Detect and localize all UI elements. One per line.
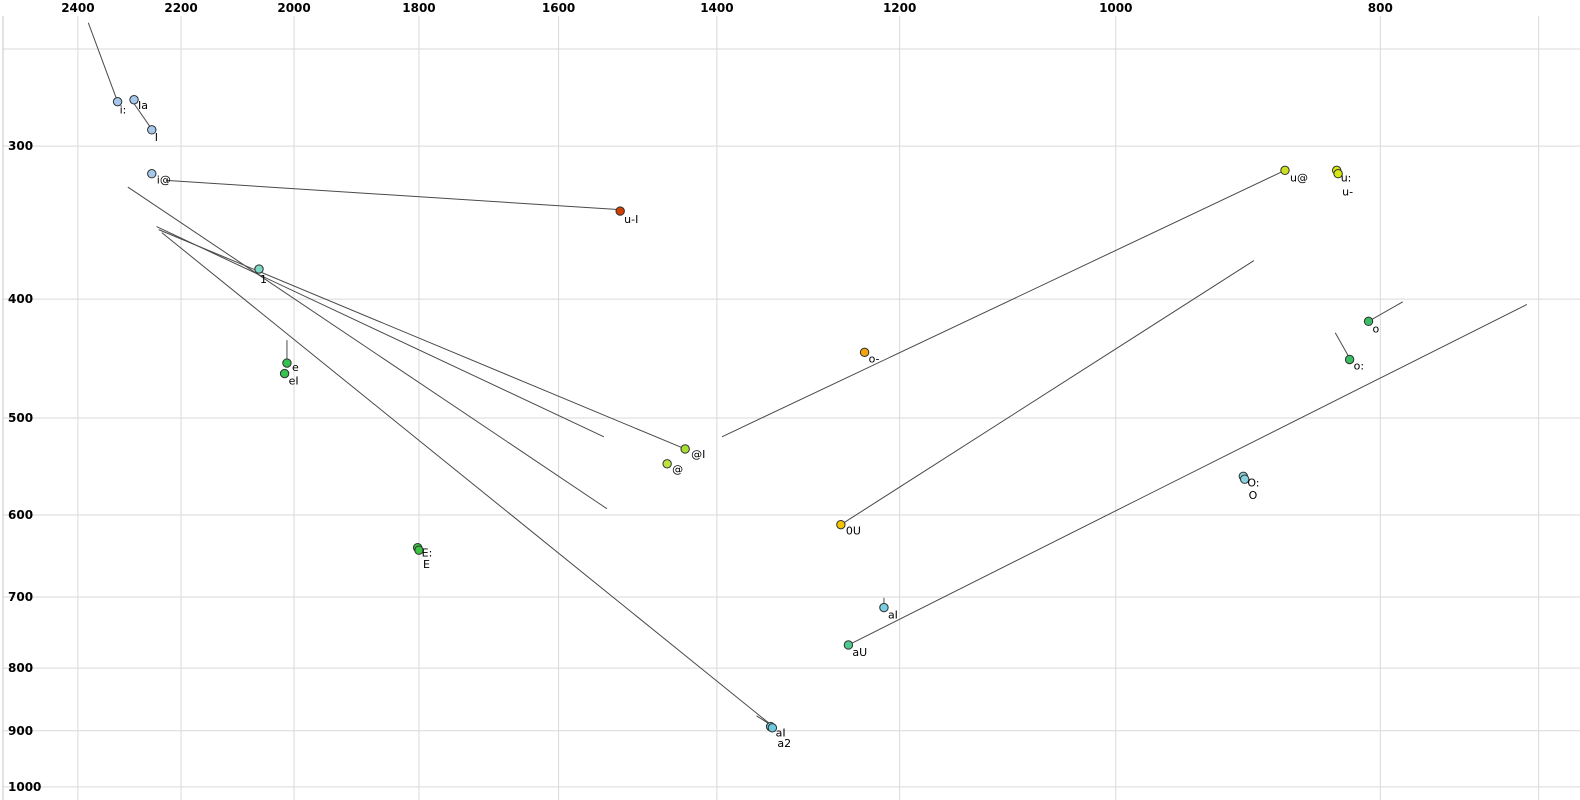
- y-tick-label: 500: [8, 411, 33, 425]
- vowel-label: i:: [120, 104, 127, 117]
- x-tick-label: 1600: [542, 1, 575, 15]
- x-tick-label: 800: [1368, 1, 1393, 15]
- vowel-point: [279, 368, 290, 379]
- trajectory-line: [156, 226, 605, 438]
- trajectory-line: [1368, 301, 1404, 322]
- vowel-point: [1333, 169, 1343, 179]
- x-tick-label: 1800: [402, 1, 435, 15]
- grid-layer: [3, 16, 1580, 800]
- vowel-point: [1344, 354, 1355, 365]
- vowel-label: a2: [777, 737, 791, 750]
- x-tick-label: 2200: [164, 1, 197, 15]
- vowel-point: [680, 444, 690, 454]
- vowel-label: o-: [869, 352, 880, 365]
- vowel-point: [615, 206, 625, 216]
- y-tick-label: 800: [8, 661, 33, 675]
- vowel-point: [129, 95, 139, 105]
- axis-layer: 2400 2200 2000 1800 1600 1400 1200 1000 80030040…: [2, 1, 1393, 800]
- vowel-point: [879, 602, 889, 613]
- vowel-label: u@: [1290, 171, 1308, 184]
- vowel-point: [147, 169, 157, 179]
- x-tick-label: 2000: [277, 1, 310, 15]
- vowel-label: 1: [260, 273, 267, 286]
- vowel-label: E: [423, 558, 430, 571]
- trajectory-line: [161, 232, 770, 724]
- y-tick-label: 400: [8, 292, 33, 306]
- vowel-label: @: [672, 463, 683, 476]
- trajectory-line: [848, 304, 1528, 646]
- points-layer: [112, 95, 1374, 733]
- vowel-label: i@: [157, 174, 171, 187]
- vowel-label: O:: [1247, 476, 1259, 489]
- vowel-label: 0U: [846, 525, 861, 538]
- vowel-label: u-: [1342, 186, 1353, 199]
- trajectory-line: [87, 22, 119, 102]
- segments-layer: [87, 22, 1528, 724]
- vowel-point: [859, 347, 870, 358]
- vowel-point: [767, 723, 778, 733]
- vowel-label: o: [1373, 322, 1380, 335]
- vowel-label: @I: [691, 448, 705, 461]
- vowel-point: [662, 459, 672, 469]
- vowel-point: [1280, 165, 1290, 176]
- vowel-label: aU: [852, 646, 867, 659]
- vowel-point: [282, 358, 292, 368]
- vowel-label: aI: [888, 609, 898, 622]
- trajectory-line: [133, 103, 151, 127]
- x-tick-label: 1400: [700, 1, 733, 15]
- vowel-point: [1363, 316, 1374, 327]
- vowel-label: E:: [422, 547, 433, 560]
- vowel-label: u:: [1341, 171, 1352, 184]
- vowel-point: [112, 96, 123, 107]
- vowel-label: o:: [1354, 359, 1364, 372]
- vowel-label: eI: [289, 375, 299, 388]
- vowel-label: u-I: [624, 213, 638, 226]
- vowel-point: [1239, 474, 1250, 484]
- x-tick-label: 1200: [883, 1, 916, 15]
- trajectory-line: [721, 169, 1286, 438]
- y-tick-label: 900: [8, 724, 33, 738]
- vowel-point: [254, 264, 264, 274]
- vowel-label: e: [292, 361, 299, 374]
- y-tick-label: 600: [8, 508, 33, 522]
- vowel-label: Ia: [138, 99, 148, 112]
- vowel-point: [414, 545, 424, 555]
- vowel-label: aI: [776, 727, 786, 740]
- y-tick-label: 700: [8, 590, 33, 604]
- x-tick-label: 2400: [61, 1, 94, 15]
- vowel-point: [843, 640, 854, 650]
- vowel-point: [836, 519, 846, 530]
- vowel-label: O: [1249, 489, 1258, 502]
- trajectory-line: [158, 229, 686, 450]
- y-tick-label: 1000: [8, 780, 41, 794]
- vowel-point: [147, 125, 157, 135]
- trajectory-line: [166, 179, 618, 211]
- y-tick-label: 300: [8, 139, 33, 153]
- trajectory-line: [756, 715, 769, 724]
- vowel-label: I: [155, 131, 158, 144]
- trajectory-line: [1334, 332, 1351, 359]
- trajectory-line: [840, 260, 1255, 526]
- x-tick-label: 1000: [1099, 1, 1132, 15]
- trajectory-line: [127, 186, 608, 510]
